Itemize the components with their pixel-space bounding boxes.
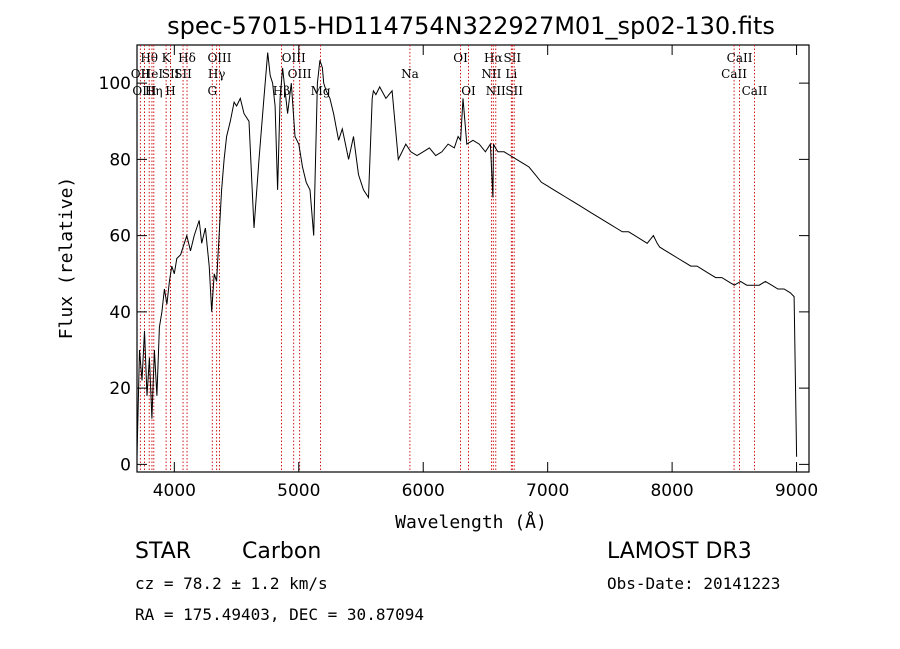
line-marker-label-14: OIII	[288, 67, 312, 81]
plot-frame	[136, 44, 810, 473]
y-tick-label-4: 80	[109, 150, 131, 170]
survey-name: LAMOST DR3	[607, 539, 752, 564]
y-tick-label-5: 100	[99, 74, 131, 94]
line-marker-label-28: CaII	[742, 84, 768, 98]
y-axis-label: Flux (relative)	[56, 177, 77, 340]
x-tick-label-1: 5000	[277, 481, 320, 501]
line-marker-label-18: OI	[453, 51, 468, 65]
line-marker-label-21: NII	[481, 67, 501, 81]
line-marker-label-19: OI	[461, 84, 476, 98]
x-tick-label-2: 6000	[402, 481, 445, 501]
line-marker-label-10: OIII	[207, 51, 231, 65]
line-marker-label-1: OII	[131, 67, 151, 81]
line-marker-label-5: K	[162, 51, 172, 65]
y-tick-label-3: 60	[109, 227, 131, 247]
line-marker-label-12: G	[207, 84, 217, 98]
line-marker-label-25: SII	[505, 84, 523, 98]
line-marker-label-3: HeI	[141, 67, 164, 81]
line-marker-label-13: OIII	[282, 51, 306, 65]
line-marker-label-4: Hη	[145, 84, 163, 98]
line-marker-label-9: SII	[174, 67, 192, 81]
coordinates-readout: RA = 175.49403, DEC = 30.87094	[135, 605, 424, 624]
object-type: STAR	[135, 539, 191, 564]
line-marker-label-2: OIII	[132, 84, 156, 98]
line-marker-label-23: SII	[503, 51, 521, 65]
x-tick-label-3: 7000	[526, 481, 569, 501]
object-subclass: Carbon	[242, 539, 321, 564]
line-markers: HθOIIOIIIHeIHηKSIIHHδSIIOIIIHγGOIIIOIIIH…	[131, 45, 768, 472]
chart-title: spec-57015-HD114754N322927M01_sp02-130.f…	[167, 12, 775, 40]
line-marker-label-22: NII	[486, 84, 506, 98]
y-tick-label-0: 0	[120, 455, 131, 475]
velocity-readout: cz = 78.2 ± 1.2 km/s	[135, 574, 328, 593]
line-marker-label-0: Hθ	[140, 51, 158, 65]
obs-date: Obs-Date: 20141223	[607, 574, 780, 593]
x-tick-label-5: 9000	[775, 481, 818, 501]
x-tick-label-0: 4000	[153, 481, 196, 501]
line-marker-label-24: Li	[505, 67, 517, 81]
line-marker-label-26: CaII	[727, 51, 753, 65]
y-tick-label-2: 40	[109, 303, 131, 323]
line-marker-label-17: Na	[401, 67, 419, 81]
line-marker-label-16: Mg	[311, 84, 331, 98]
y-tick-label-1: 20	[109, 379, 131, 399]
line-marker-label-20: Hα	[484, 51, 503, 65]
line-marker-label-7: H	[165, 84, 175, 98]
x-tick-label-4: 8000	[650, 481, 693, 501]
spectrum-line	[136, 52, 798, 457]
axis-ticks: 4000 5000 6000 7000 8000 9000 0 20 40 60 80 100	[99, 45, 818, 501]
x-axis-label: Wavelength (Å)	[395, 511, 547, 533]
line-marker-label-8: Hδ	[178, 51, 196, 65]
line-marker-label-11: Hγ	[208, 67, 226, 81]
line-marker-label-27: CaII	[721, 67, 747, 81]
